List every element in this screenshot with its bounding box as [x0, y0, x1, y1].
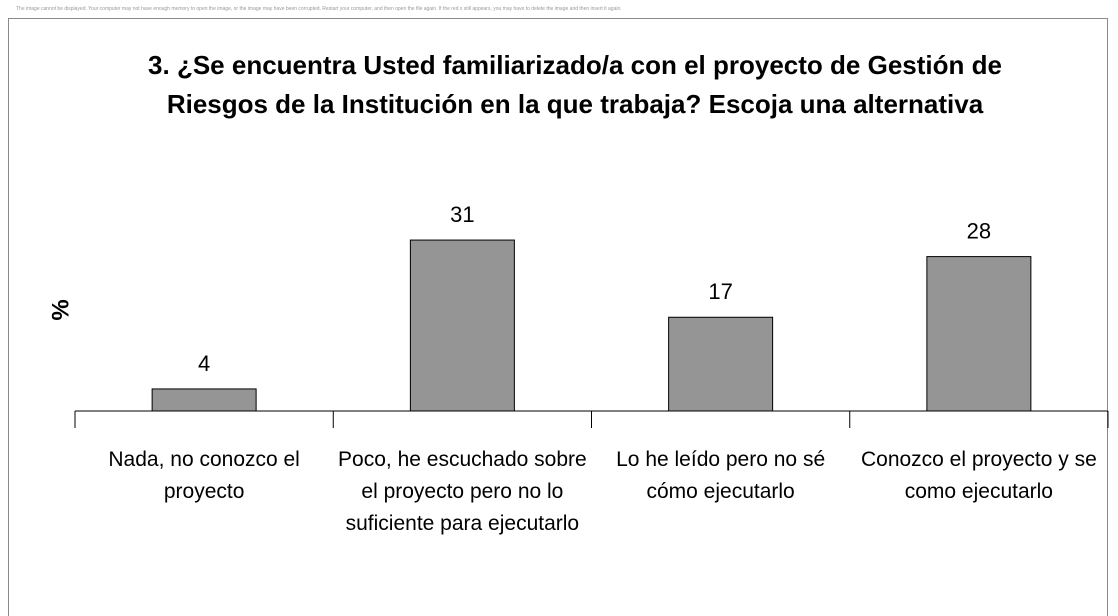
bar	[409, 239, 515, 412]
data-label: 4	[198, 351, 210, 376]
x-tick-label: Poco, he escuchado sobre el proyecto per…	[338, 448, 587, 535]
bar	[668, 316, 774, 412]
chart-title: 3. ¿Se encuentra Usted familiarizado/a c…	[148, 50, 1002, 119]
y-axis-label: %	[47, 299, 74, 320]
x-tick-label: Lo he leído pero no sé cómo ejecutarlo	[616, 448, 826, 503]
data-label: 31	[450, 202, 474, 227]
data-label: 28	[967, 218, 991, 243]
x-tick-label: Nada, no conozco el proyecto	[108, 448, 300, 503]
x-tick-label: Conozco el proyecto y se como ejecutarlo	[860, 448, 1097, 503]
data-label: 17	[708, 279, 732, 304]
bar	[151, 388, 257, 412]
notice: The image cannot be displayed. Your comp…	[16, 6, 622, 12]
chart-frame	[8, 18, 1108, 616]
bar	[926, 256, 1032, 412]
